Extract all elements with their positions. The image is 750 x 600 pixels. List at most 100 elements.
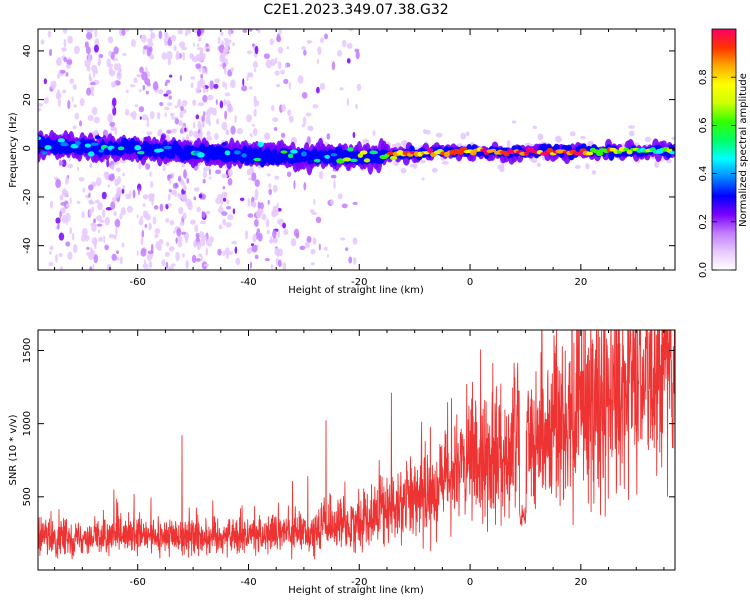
spectrogram-cell: [333, 179, 336, 190]
spectrogram-cell: [177, 98, 182, 108]
spectrogram-cell: [57, 138, 65, 143]
spectrogram-cell: [43, 97, 50, 104]
spectrogram-cell: [87, 114, 94, 122]
x-tick-label: -20: [351, 277, 367, 288]
spectrogram-cell: [155, 241, 160, 250]
spectrogram-cell: [192, 42, 195, 47]
spectrogram-cell: [251, 244, 258, 253]
spectrogram-cell: [163, 93, 169, 97]
spectrogram-cell: [66, 59, 73, 65]
spectrogram-cell: [286, 46, 289, 50]
spectrogram-cell: [138, 106, 145, 113]
spectrogram-cell: [65, 72, 69, 77]
spectrogram-cell: [148, 260, 153, 269]
spectrogram-cell: [223, 58, 228, 62]
spectrogram-cell: [183, 144, 192, 150]
spectrogram-cell: [177, 242, 183, 248]
spectrogram-cell: [141, 34, 147, 43]
spectrogram-cell: [146, 123, 150, 127]
colorbar-tick-label: 0.2: [698, 214, 709, 230]
spectrogram-cell: [342, 157, 352, 162]
spectrogram-cell: [38, 136, 42, 141]
spectrogram-cell: [177, 193, 182, 199]
spectrogram-cell: [277, 259, 282, 268]
spectrogram-cell: [257, 232, 263, 242]
spectrogram-cell: [264, 257, 270, 262]
spectrogram-cell: [202, 179, 206, 184]
spectrogram-cell: [109, 121, 116, 127]
spectrogram-cell: [346, 58, 351, 64]
snr-y-label: SNR (10 * v/v): [8, 414, 19, 485]
spectrogram-cell: [208, 120, 211, 127]
spectrogram-cell: [61, 47, 67, 52]
y-tick-label: 1000: [22, 411, 33, 436]
spectrogram-cell: [266, 229, 270, 235]
spectrogram-cell: [195, 258, 201, 262]
spectrogram-cell: [223, 192, 228, 198]
spectrogram-cell: [84, 59, 91, 68]
spectrogram-cell: [216, 118, 219, 125]
spectrogram-cell: [219, 31, 224, 36]
spectrogram-cell: [144, 150, 152, 156]
spectrogram-cell: [179, 41, 186, 48]
spectrogram-cell: [146, 131, 153, 136]
spectrogram-cell: [190, 82, 194, 89]
spectrogram-cell: [185, 133, 189, 142]
spectrogram-cell: [191, 254, 197, 264]
spectrogram-cell: [210, 155, 218, 161]
spectrogram-cell: [62, 89, 67, 94]
spectrogram-cell: [163, 145, 172, 150]
spectrogram-cell: [209, 80, 214, 90]
spectrogram-cell: [276, 83, 281, 88]
spectrogram-cell: [287, 109, 292, 117]
spectrogram-cell: [88, 184, 94, 191]
spectrogram-cell: [145, 90, 149, 95]
spectrogram-cell: [129, 112, 135, 117]
spectrogram-cell: [299, 245, 306, 251]
spectrogram-cell: [182, 212, 187, 220]
spectrogram-cell: [67, 251, 73, 260]
spectrogram-cell: [98, 236, 103, 242]
spectrogram-cell: [148, 222, 152, 231]
figure-title: C2E1.2023.349.07.38.G32: [263, 2, 448, 18]
spectrogram-cell: [222, 197, 227, 202]
spectrogram-y-label: Frequency (Hz): [8, 112, 19, 188]
spectrogram-cell: [421, 177, 425, 181]
spectrogram-cell: [166, 50, 173, 61]
spectrogram-cell: [315, 216, 322, 224]
spectrogram-cell: [113, 211, 117, 217]
spectrogram-cell: [259, 202, 264, 210]
spectrogram-cell: [84, 41, 89, 48]
spectrogram-cell: [205, 210, 211, 215]
spectrogram-cell: [189, 219, 197, 225]
spectrogram-cell: [312, 104, 319, 109]
spectrogram-x-label: Height of straight line (km): [288, 285, 424, 296]
spectrogram-cell: [608, 151, 615, 161]
spectrogram-cell: [101, 209, 106, 218]
spectrogram-cell: [628, 125, 636, 129]
spectrogram-cell: [144, 224, 148, 228]
spectrogram-cell: [104, 216, 111, 226]
spectrogram-cell: [71, 233, 75, 241]
spectrogram-cell: [303, 181, 307, 191]
spectrogram-cell: [98, 53, 104, 59]
spectrogram-cell: [349, 158, 358, 163]
spectrogram-cell: [88, 192, 91, 198]
spectrogram-cell: [226, 205, 232, 210]
spectrogram-cell: [193, 187, 200, 192]
colorbar-ticks: 0.0 0.2 0.4 0.6 0.8: [698, 69, 736, 278]
spectrogram-cell: [225, 100, 231, 107]
spectrogram-cell: [58, 232, 65, 241]
spectrogram-cell: [140, 248, 147, 257]
spectrogram-cell: [122, 184, 125, 190]
spectrogram-cell: [269, 58, 276, 67]
spectrogram-cell: [79, 120, 82, 127]
spectrogram-cell: [301, 91, 308, 99]
spectrogram-cell: [316, 58, 320, 65]
spectrogram-cell: [284, 63, 287, 69]
spectrogram-cell: [89, 162, 93, 169]
spectrogram-cell: [73, 45, 81, 55]
spectrogram-cell: [222, 81, 226, 88]
spectrogram-cell: [316, 86, 320, 94]
spectrogram-cell: [167, 193, 171, 201]
